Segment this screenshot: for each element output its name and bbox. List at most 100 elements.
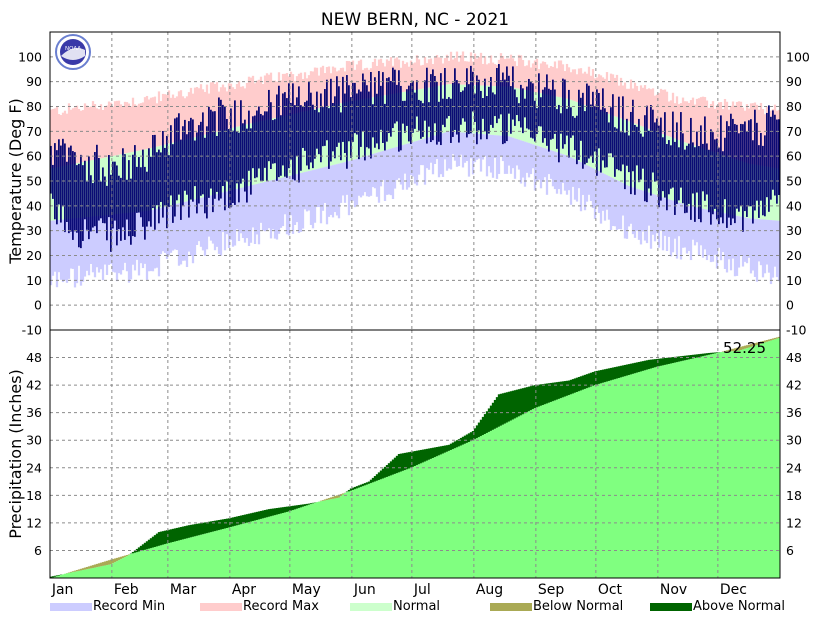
record-max-bar (95, 108, 99, 160)
record-max-bar (653, 95, 657, 132)
month-label: Aug (476, 582, 503, 598)
precip-below-normal-bar (113, 558, 117, 563)
precip-normal-bar (651, 367, 655, 578)
temp-tick-right: 0 (786, 298, 794, 313)
precip-normal-bar (481, 435, 485, 578)
precip-above-normal-bar (481, 416, 485, 436)
observed-temp-bar (552, 79, 554, 139)
record-min-bar (451, 131, 455, 155)
precip-normal-bar (89, 568, 93, 578)
precip-below-normal-bar (119, 556, 123, 560)
observed-temp-bar (304, 102, 306, 151)
precip-above-normal-bar (227, 518, 231, 528)
precip-normal-bar (631, 373, 635, 578)
record-min-bar (117, 213, 121, 274)
record-min-bar (691, 206, 695, 240)
record-min-bar (339, 163, 343, 203)
record-max-bar (113, 101, 117, 156)
observed-temp-bar (646, 105, 648, 203)
precip-above-normal-bar (527, 386, 531, 412)
precip-normal-bar (505, 422, 509, 578)
observed-temp-bar (300, 105, 302, 171)
record-max-bar (533, 60, 537, 93)
observed-temp-bar (268, 89, 270, 162)
precip-above-normal-bar (289, 506, 293, 511)
observed-temp-bar (572, 116, 574, 136)
observed-temp-bar (316, 91, 318, 149)
record-min-bar (701, 208, 705, 258)
observed-temp-bar (212, 111, 214, 213)
record-min-bar (233, 189, 237, 246)
record-min-bar (491, 134, 495, 178)
observed-temp-bar (276, 94, 278, 181)
record-min-bar (735, 215, 739, 276)
observed-temp-bar (204, 137, 206, 214)
observed-temp-bar (694, 147, 696, 222)
record-min-bar (681, 203, 685, 248)
precip-below-normal-bar (91, 565, 95, 568)
precip-normal-bar (379, 479, 383, 578)
record-max-bar (343, 71, 347, 103)
record-max-bar (195, 87, 199, 137)
observed-temp-bar (604, 108, 606, 168)
observed-temp-bar (584, 111, 586, 165)
precip-above-normal-bar (291, 505, 295, 511)
precip-normal-bar (743, 348, 747, 578)
precip-normal-bar (139, 551, 143, 578)
precip-normal-bar (659, 365, 663, 578)
precip-above-normal-bar (155, 533, 159, 547)
record-min-bar (705, 209, 709, 261)
temp-tick-left: 20 (26, 248, 42, 263)
record-min-bar (357, 158, 361, 196)
precip-above-normal-bar (149, 538, 153, 549)
precip-normal-bar (337, 497, 341, 578)
observed-temp-bar (120, 177, 122, 241)
precip-above-normal-bar (157, 532, 161, 546)
precip-normal-bar (291, 510, 295, 578)
precip-above-normal-bar (373, 476, 377, 482)
precip-below-normal-bar (325, 498, 329, 501)
precip-normal-bar (261, 518, 265, 578)
record-max-bar (623, 82, 627, 120)
precip-above-normal-bar (163, 530, 167, 545)
record-min-bar (535, 145, 539, 181)
record-min-bar (81, 217, 85, 282)
record-min-bar (321, 167, 325, 211)
record-min-bar (775, 220, 779, 278)
precip-above-normal-bar (381, 468, 385, 479)
record-max-bar (137, 103, 141, 151)
precip-normal-bar (561, 397, 565, 578)
record-max-bar (421, 64, 425, 89)
observed-temp-bar (352, 82, 354, 142)
precip-above-normal-bar (537, 384, 541, 407)
record-min-bar (301, 172, 305, 229)
precip-above-normal-bar (445, 445, 449, 452)
precip-normal-bar (605, 381, 609, 578)
observed-temp-bar (720, 115, 722, 218)
precip-normal-bar (613, 379, 617, 578)
precip-normal-bar (585, 388, 589, 578)
precip-normal-bar (99, 566, 103, 578)
precip-above-normal-bar (169, 529, 173, 543)
precip-normal-bar (287, 511, 291, 578)
precip-normal-bar (363, 485, 367, 578)
precip-normal-bar (295, 508, 299, 578)
observed-temp-bar (500, 80, 502, 115)
precip-normal-bar (719, 352, 723, 578)
precip-below-normal-bar (737, 347, 741, 351)
precip-normal-bar (707, 354, 711, 578)
record-max-bar (661, 89, 665, 135)
record-max-bar (379, 58, 383, 96)
observed-temp-bar (330, 78, 332, 162)
observed-temp-bar (106, 185, 108, 241)
precip-below-normal-bar (109, 559, 113, 565)
precip-normal-bar (571, 393, 575, 578)
record-min-bar (525, 142, 529, 173)
record-max-bar (225, 91, 229, 130)
record-min-bar (189, 200, 193, 256)
precip-normal-bar (705, 355, 709, 578)
precip-normal-bar (763, 342, 767, 578)
precip-above-normal-bar (383, 466, 387, 478)
observed-temp-bar (664, 112, 666, 198)
